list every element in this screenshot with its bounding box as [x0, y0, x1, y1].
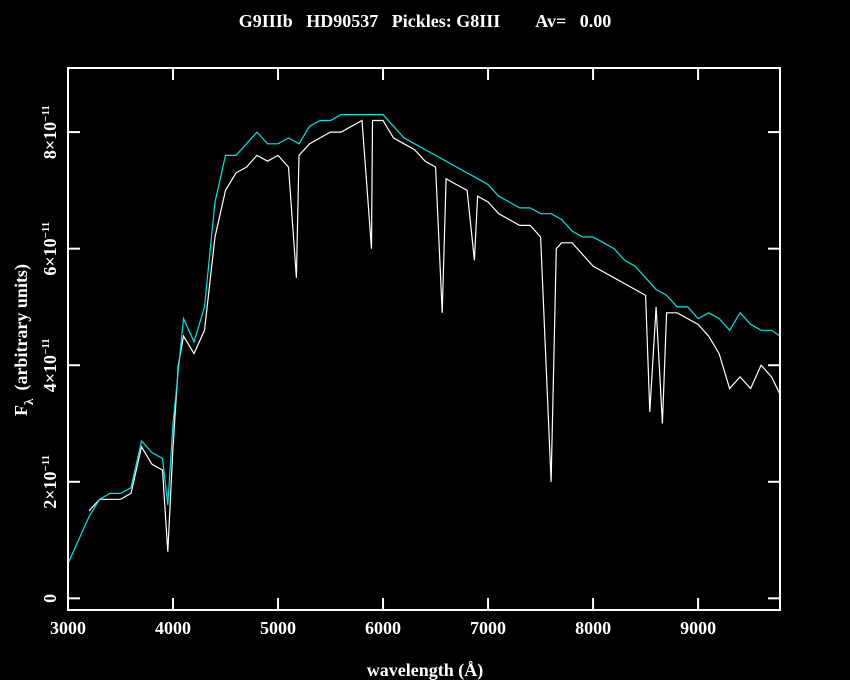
y-tick-label: 0: [40, 594, 60, 603]
axes-frame: [67, 67, 781, 611]
x-tick-label: 3000: [50, 618, 86, 638]
spectrum-line: [67, 114, 781, 564]
x-tick-label: 7000: [470, 618, 506, 638]
y-tick-label: 4×10−11: [40, 338, 60, 392]
spectrum-line: [88, 119, 781, 552]
x-tick-label: 4000: [155, 618, 191, 638]
y-axis-label-sub: λ: [21, 398, 36, 405]
x-axis-label: wavelength (Å): [367, 660, 483, 680]
y-axis-label: Fλ (arbitrary units): [11, 264, 36, 416]
plot-area: [67, 114, 781, 564]
x-tick-label: 9000: [680, 618, 716, 638]
y-tick-label-base: 4×10: [40, 355, 60, 392]
chart-title: G9IIIb HD90537 Pickles: G8III Av= 0.00: [239, 11, 611, 31]
y-tick-label-base: 8×10: [40, 122, 60, 159]
x-tick-label: 8000: [575, 618, 611, 638]
y-tick-label: 8×10−11: [40, 105, 60, 159]
y-axis-label-rest: (arbitrary units): [11, 264, 32, 390]
y-tick-label: 6×10−11: [40, 222, 60, 276]
y-tick-label: 2×10−11: [40, 455, 60, 509]
y-tick-label-base: 2×10: [40, 471, 60, 508]
y-tick-label-exponent: −11: [40, 105, 52, 122]
y-tick-label-base: 6×10: [40, 238, 60, 275]
y-tick-label-exponent: −11: [40, 338, 52, 355]
y-tick-label-exponent: −11: [40, 222, 52, 239]
y-tick-label-exponent: −11: [40, 455, 52, 472]
x-tick-label: 6000: [365, 618, 401, 638]
y-axis-label-main: F: [11, 405, 31, 416]
x-tick-label: 5000: [260, 618, 296, 638]
